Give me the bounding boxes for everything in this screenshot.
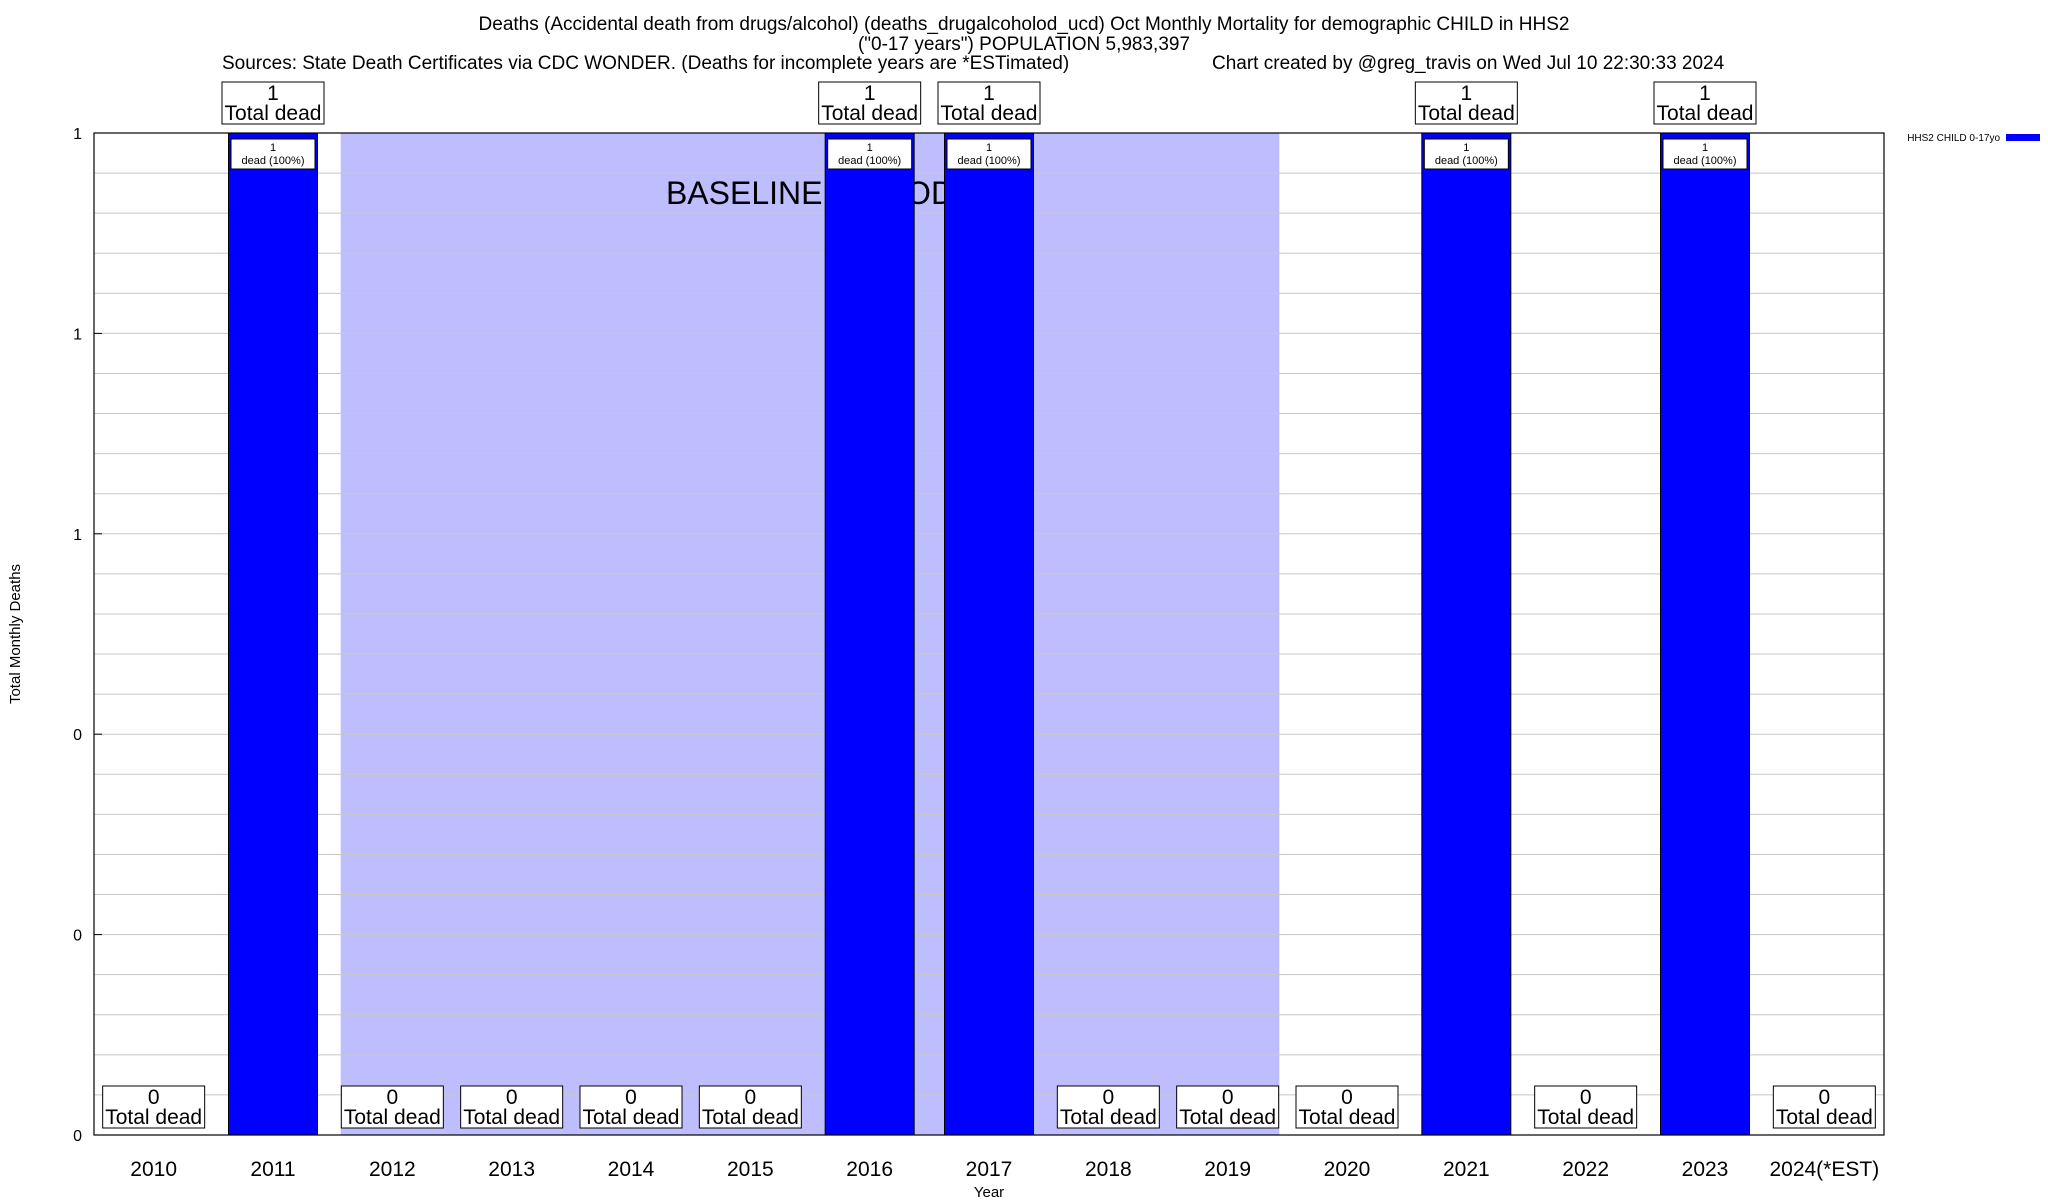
y-tick-label: 1	[73, 126, 82, 143]
total-label-text: Total dead	[1418, 102, 1515, 125]
legend-label: HHS2 CHILD 0-17yo	[1907, 133, 2000, 144]
bar-inner-label-count: 1	[1702, 142, 1708, 154]
total-label-box	[1414, 81, 1518, 125]
x-tick-label: 2018	[1085, 1158, 1132, 1181]
total-label-count: 0	[506, 1086, 518, 1109]
x-tick-label: 2024(*EST)	[1769, 1158, 1879, 1181]
total-label-text: Total dead	[1060, 1106, 1157, 1129]
total-label-count: 1	[864, 82, 876, 105]
chart-title-line2: ("0-17 years") POPULATION 5,983,397	[857, 34, 1191, 55]
x-tick-label: 2014	[608, 1158, 655, 1181]
total-label-text: Total dead	[1299, 1106, 1396, 1129]
chart-sources: Sources: State Death Certificates via CD…	[222, 53, 1070, 74]
x-tick-label: 2021	[1443, 1158, 1490, 1181]
total-label-count: 0	[1341, 1086, 1353, 1109]
total-label-count: 0	[1222, 1086, 1234, 1109]
total-label-text: Total dead	[821, 102, 918, 125]
x-tick-label: 2016	[846, 1158, 893, 1181]
chart-title-line1: Deaths (Accidental death from drugs/alco…	[478, 14, 1570, 35]
bar-inner-label-box	[946, 138, 1032, 170]
x-tick-label: 2019	[1204, 1158, 1251, 1181]
bar-inner-label-count: 1	[986, 142, 992, 154]
x-tick-label: 2023	[1682, 1158, 1729, 1181]
total-label-text: Total dead	[105, 1106, 202, 1129]
total-label-box	[460, 1085, 564, 1129]
total-label-count: 0	[1818, 1086, 1830, 1109]
bar-inner-label-pct: dead (100%)	[838, 155, 901, 167]
y-tick-label: 0	[73, 727, 82, 744]
bar-inner-label-pct: dead (100%)	[958, 155, 1021, 167]
total-label-text: Total dead	[702, 1106, 799, 1129]
total-label-box	[579, 1085, 683, 1129]
total-label-text: Total dead	[941, 102, 1038, 125]
x-tick-label: 2015	[727, 1158, 774, 1181]
total-label-text: Total dead	[344, 1106, 441, 1129]
bar-inner-label-count: 1	[270, 142, 276, 154]
total-label-box	[1176, 1085, 1280, 1129]
total-label-text: Total dead	[1776, 1106, 1873, 1129]
bar-inner-label-box	[1423, 138, 1509, 170]
x-axis-title: Year	[974, 1184, 1004, 1200]
y-tick-label: 1	[73, 527, 82, 544]
bar-inner-label-pct: dead (100%)	[1435, 155, 1498, 167]
bar	[944, 132, 1034, 1136]
bar-inner-label-pct: dead (100%)	[242, 155, 305, 167]
bar-inner-label-box	[230, 138, 316, 170]
baseline-period-shade	[340, 133, 1280, 1135]
total-label-count: 0	[386, 1086, 398, 1109]
total-label-count: 0	[625, 1086, 637, 1109]
total-label-count: 1	[983, 82, 995, 105]
bar	[824, 132, 915, 1136]
plot-frame	[93, 132, 1885, 1136]
bar-inner-label-box	[827, 138, 913, 170]
total-label-count: 1	[1699, 82, 1711, 105]
x-tick-label: 2012	[369, 1158, 416, 1181]
bar-inner-label-pct: dead (100%)	[1674, 155, 1737, 167]
total-label-count: 1	[267, 82, 279, 105]
x-tick-label: 2013	[488, 1158, 535, 1181]
y-tick-label: 1	[73, 326, 82, 343]
total-label-count: 1	[1460, 82, 1472, 105]
total-label-text: Total dead	[463, 1106, 560, 1129]
total-label-box	[1653, 81, 1757, 125]
total-label-box	[340, 1085, 444, 1129]
x-tick-label: 2022	[1562, 1158, 1609, 1181]
y-axis-title: Total Monthly Deaths	[7, 564, 24, 704]
total-label-box	[1295, 1085, 1399, 1129]
total-label-box	[698, 1085, 802, 1129]
legend-swatch	[2006, 134, 2040, 141]
bar	[1421, 132, 1512, 1136]
total-label-text: Total dead	[1657, 102, 1754, 125]
bar-inner-label-count: 1	[867, 142, 873, 154]
bar	[1660, 132, 1750, 1136]
total-label-count: 0	[744, 1086, 756, 1109]
total-label-box	[818, 81, 922, 125]
total-label-box	[1534, 1085, 1638, 1129]
total-label-text: Total dead	[1179, 1106, 1276, 1129]
total-label-count: 0	[1580, 1086, 1592, 1109]
x-tick-label: 2020	[1324, 1158, 1371, 1181]
total-label-box	[102, 1085, 206, 1129]
total-label-text: Total dead	[583, 1106, 680, 1129]
chart-credit: Chart created by @greg_travis on Wed Jul…	[1212, 53, 1725, 74]
total-label-box	[1772, 1085, 1876, 1129]
x-tick-label: 2017	[966, 1158, 1013, 1181]
total-label-count: 0	[148, 1086, 160, 1109]
bar-inner-label-count: 1	[1463, 142, 1469, 154]
x-tick-label: 2010	[130, 1158, 177, 1181]
total-label-box	[221, 81, 325, 125]
bar-inner-label-box	[1662, 138, 1748, 170]
y-tick-label: 0	[73, 928, 82, 945]
total-label-text: Total dead	[225, 102, 322, 125]
total-label-box	[1056, 1085, 1160, 1129]
y-tick-label: 0	[73, 1128, 82, 1145]
x-tick-label: 2011	[250, 1158, 295, 1181]
bar	[228, 132, 318, 1136]
total-label-count: 0	[1102, 1086, 1114, 1109]
total-label-text: Total dead	[1537, 1106, 1634, 1129]
total-label-box	[937, 81, 1041, 125]
